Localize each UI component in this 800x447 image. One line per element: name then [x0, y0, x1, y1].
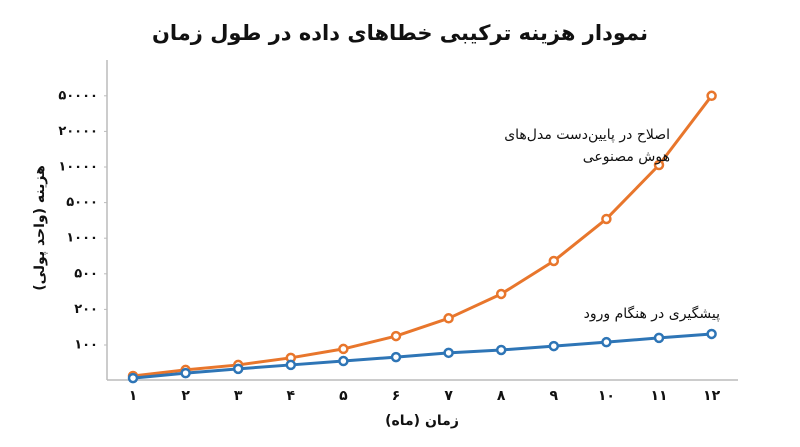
data-point [601, 213, 612, 225]
x-tick-label: ۱۱ [650, 388, 667, 404]
y-tick-label: ۱۰۰۰ [66, 231, 98, 246]
x-tick-label: ۱ [129, 388, 138, 404]
blue-series-label: پیشگیری در هنگام ورود [583, 306, 720, 322]
y-tick-label: ۵۰۰ [74, 266, 98, 281]
y-tick-label: ۵۰۰۰ [66, 195, 98, 210]
data-point [127, 372, 139, 384]
series-line [132, 94, 713, 378]
data-point [232, 363, 244, 375]
series-line [132, 332, 712, 380]
x-tick-label: ۲ [181, 388, 190, 404]
x-tick-label: ۵ [339, 388, 348, 404]
data-point [495, 288, 507, 300]
x-tick-label: ۶ [392, 388, 401, 404]
data-point [601, 336, 612, 348]
x-tick-label: ۷ [444, 388, 453, 404]
chart-title: نمودار هزینه ترکیبی خطاهای داده در طول ز… [152, 21, 648, 45]
x-tick-label: ۴ [287, 388, 296, 404]
data-point [706, 90, 717, 102]
x-tick-label: ۱۲ [703, 388, 721, 404]
data-point [653, 159, 665, 171]
y-tick-label: ۱۰۰۰۰ [58, 160, 98, 175]
y-tick-label: ۲۰۰ [74, 302, 98, 317]
x-axis-label: زمان (ماه) [385, 413, 459, 429]
data-point [548, 255, 560, 267]
y-axis-label: هزینه (واحد پولی) [32, 165, 48, 291]
x-tick-label: ۳ [234, 388, 243, 404]
data-point [390, 351, 402, 363]
data-point [390, 330, 402, 342]
data-point [180, 367, 191, 379]
data-point [338, 355, 349, 367]
data-point [443, 347, 454, 359]
x-tick-label: ۱۰ [598, 388, 615, 404]
data-point [285, 359, 297, 371]
x-tick-label: ۸ [497, 388, 506, 404]
y-tick-label: ۲۰۰۰۰ [58, 124, 98, 139]
data-point [653, 332, 665, 344]
data-point [495, 344, 507, 356]
data-point [548, 340, 560, 352]
data-point [443, 313, 454, 324]
data-point [338, 343, 349, 355]
data-point [706, 328, 717, 340]
y-tick-label: ۵۰۰۰۰ [58, 88, 98, 103]
x-tick-label: ۹ [550, 388, 559, 404]
y-tick-label: ۱۰۰ [74, 338, 98, 353]
orange-series-label: اصلاح در پایین‌دست مدل‌های هوش مصنوعی [504, 127, 670, 165]
